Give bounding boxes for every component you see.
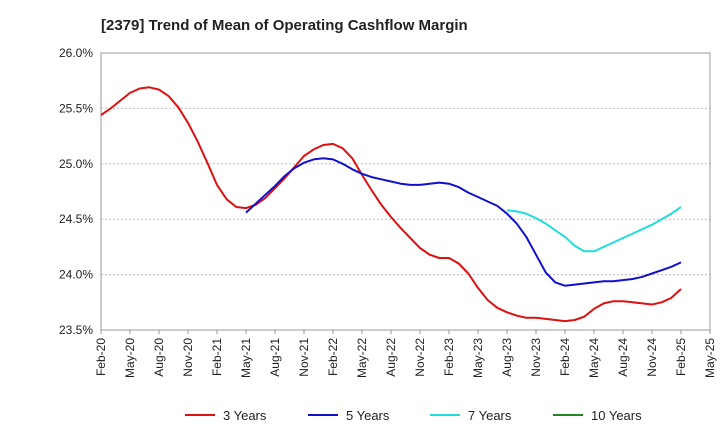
x-tick-label: May-21: [239, 338, 253, 378]
y-axis: 23.5% 24.0% 24.5% 25.0% 25.5% 26.0%: [59, 46, 93, 337]
legend-label: 7 Years: [468, 408, 512, 423]
x-tick-label: May-22: [355, 338, 369, 378]
x-tick-label: Nov-20: [181, 338, 195, 377]
x-tick-label: Feb-24: [558, 338, 572, 376]
x-tick-label: Aug-23: [500, 338, 514, 377]
legend-label: 10 Years: [591, 408, 642, 423]
x-tick-label: Feb-22: [326, 338, 340, 376]
series-line-7-years: [506, 206, 682, 253]
x-tick-label: Nov-22: [413, 338, 427, 377]
y-tick-label: 25.5%: [59, 101, 93, 115]
x-tick-label: Nov-21: [297, 338, 311, 377]
y-tick-label: 26.0%: [59, 46, 93, 60]
x-tick-label: May-23: [471, 338, 485, 378]
series-line-5-years: [245, 157, 682, 287]
y-tick-label: 23.5%: [59, 323, 93, 337]
x-tick-label: Feb-25: [674, 338, 688, 376]
y-tick-label: 25.0%: [59, 157, 93, 171]
series-lines: [100, 86, 682, 323]
legend-label: 5 Years: [346, 408, 390, 423]
legend-label: 3 Years: [223, 408, 267, 423]
x-tick-label: Feb-23: [442, 338, 456, 376]
x-tick-label: Aug-22: [384, 338, 398, 377]
x-tick-label: May-24: [587, 338, 601, 378]
x-tick-label: Feb-20: [94, 338, 108, 376]
x-tick-label: Aug-20: [152, 338, 166, 377]
chart-title: [2379] Trend of Mean of Operating Cashfl…: [101, 17, 468, 34]
x-tick-label: Nov-23: [529, 338, 543, 377]
x-tick-label: Aug-21: [268, 338, 282, 377]
x-tick-label: Feb-21: [210, 338, 224, 376]
gridlines: [101, 52, 710, 331]
series-line-3-years: [100, 86, 682, 323]
x-tick-label: Nov-24: [645, 338, 659, 377]
x-tick-label: Aug-24: [616, 338, 630, 377]
y-tick-label: 24.0%: [59, 268, 93, 282]
legend: 3 Years 5 Years 7 Years 10 Years: [185, 408, 642, 423]
x-axis: Feb-20 May-20 Aug-20 Nov-20 Feb-21 May-21 Aug-…: [94, 330, 717, 378]
plot-frame: [100, 52, 711, 331]
x-tick-label: May-25: [703, 338, 717, 378]
y-tick-label: 24.5%: [59, 212, 93, 226]
x-tick-label: May-20: [123, 338, 137, 378]
